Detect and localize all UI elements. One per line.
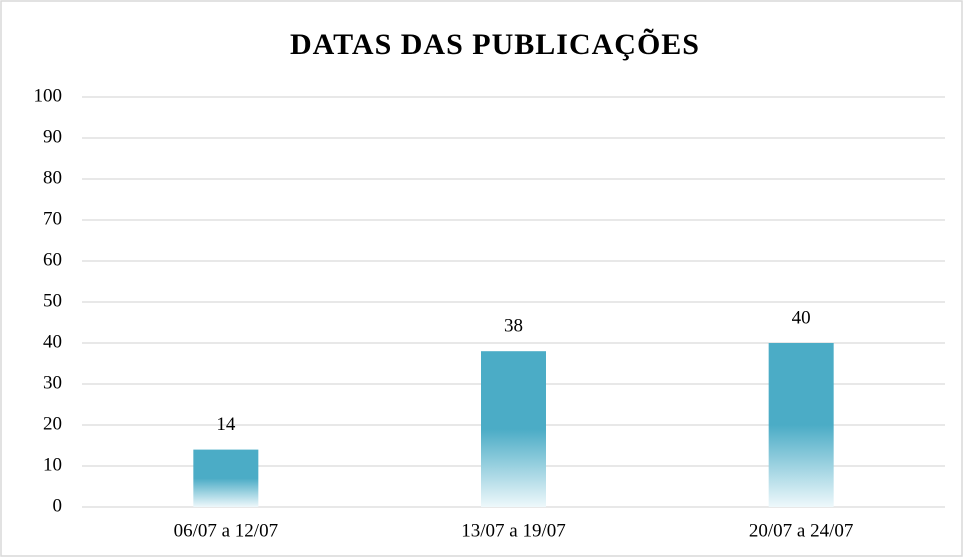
chart-title: DATAS DAS PUBLICAÇÕES (290, 28, 700, 61)
data-label: 38 (504, 316, 523, 337)
x-tick-label: 13/07 a 19/07 (461, 520, 566, 541)
y-tick-label: 70 (43, 208, 62, 229)
y-tick-label: 10 (43, 454, 62, 475)
data-label: 14 (216, 414, 236, 435)
data-label: 40 (792, 307, 811, 328)
bar (481, 351, 546, 507)
bar (768, 343, 834, 507)
y-tick-label: 100 (34, 85, 63, 106)
y-tick-label: 60 (43, 249, 62, 270)
y-tick-label: 20 (43, 413, 62, 434)
y-tick-label: 30 (43, 372, 62, 393)
x-tick-label: 06/07 a 12/07 (174, 520, 279, 541)
x-tick-label: 20/07 a 24/07 (749, 520, 854, 541)
y-tick-label: 50 (43, 290, 62, 311)
y-tick-label: 80 (43, 167, 62, 188)
y-tick-label: 0 (53, 495, 63, 516)
bar (193, 449, 259, 507)
y-tick-label: 90 (43, 126, 62, 147)
y-tick-label: 40 (43, 331, 62, 352)
